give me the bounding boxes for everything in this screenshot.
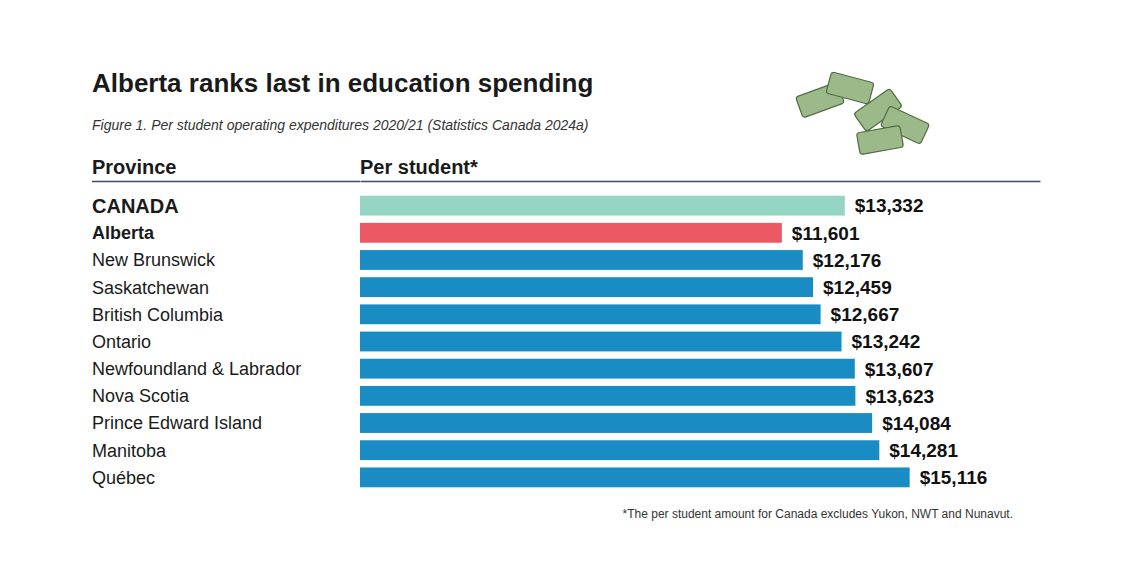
category-label: Newfoundland & Labrador [92,359,301,379]
category-label: Nova Scotia [92,386,190,406]
data-label: $15,116 [920,467,988,488]
x-axis [361,181,1041,182]
header-rule [92,181,360,183]
subtitle: Figure 1. Per student operating expendit… [92,117,589,133]
data-label: $12,176 [813,250,882,271]
money-bill [856,125,903,154]
bar [360,277,813,297]
annotations: *The per student amount for Canada exclu… [623,507,1013,521]
data-label: $13,242 [852,331,921,352]
bar [360,304,821,324]
category-label: CANADA [92,195,179,217]
category-label: Manitoba [92,441,167,461]
bar [360,467,910,487]
bar [360,223,782,243]
data-label: $12,667 [831,304,900,325]
title: Alberta ranks last in education spending [92,68,593,98]
data-label: $13,607 [865,359,934,380]
category-label: Québec [92,468,155,488]
data-labels: $13,332 $11,601 $12,176 $12,459 $12,667 $13,2… [792,195,987,488]
category-label: British Columbia [92,305,224,325]
money-icon [796,72,930,155]
footnote: *The per student amount for Canada exclu… [623,507,1013,521]
bar [360,332,842,352]
data-label: $11,601 [792,223,860,244]
data-label: $12,459 [823,277,892,298]
category-label: New Brunswick [92,250,216,270]
category-labels: CANADA Alberta New Brunswick Saskatchewan Br… [92,195,301,488]
data-label: $13,332 [855,195,924,216]
data-label: $13,623 [865,386,934,407]
x-axis-title: Per student* [360,156,478,178]
data-label: $14,281 [889,440,958,461]
background [0,0,1138,564]
bar [360,413,872,433]
bar [360,359,855,379]
category-label: Alberta [92,223,155,243]
category-label: Saskatchewan [92,278,209,298]
bar [360,196,845,216]
data-label: $14,084 [882,413,951,434]
money-bill [826,72,874,105]
bar [360,440,879,460]
x-axis-line [361,181,1041,183]
chart: Alberta ranks last in education spending… [0,0,1138,564]
bar [360,386,855,406]
bars [360,196,910,488]
y-axis-title: Province [92,156,176,178]
category-label: Ontario [92,332,151,352]
category-label: Prince Edward Island [92,413,262,433]
bar [360,250,803,270]
